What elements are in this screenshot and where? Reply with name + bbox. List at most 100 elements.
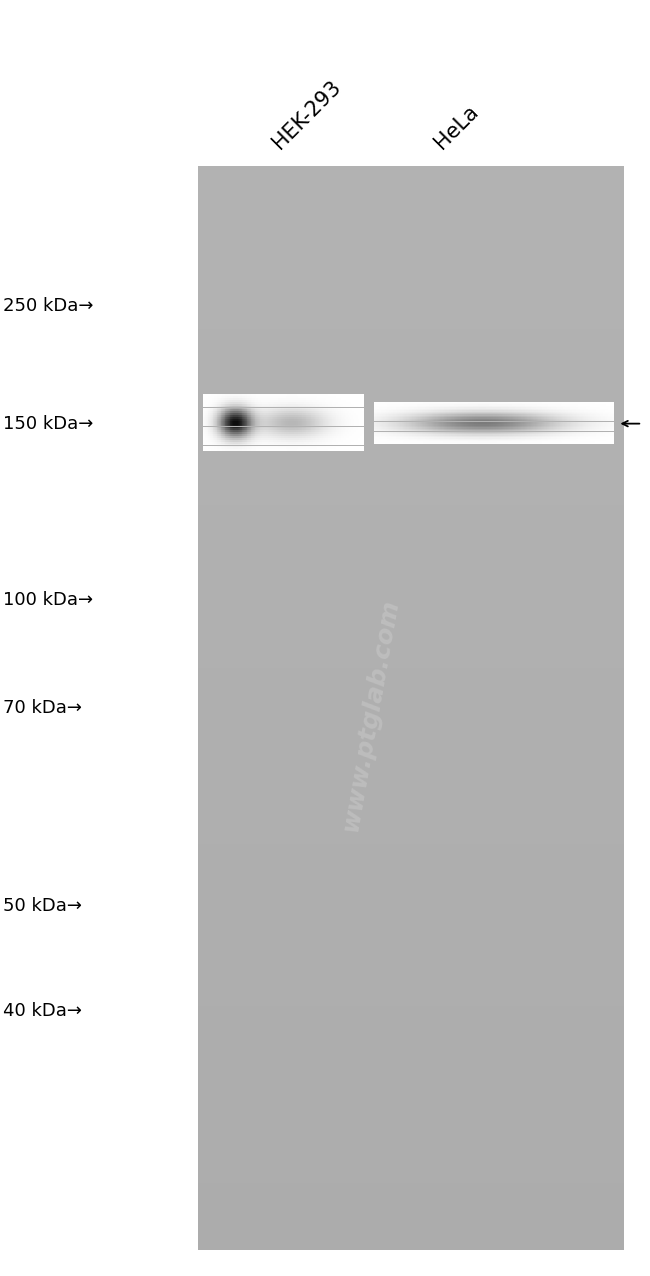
Bar (469, 427, 471, 429)
Bar (540, 413, 541, 415)
Bar (516, 417, 517, 419)
Bar (456, 434, 457, 435)
Bar (473, 434, 474, 435)
Bar (514, 404, 515, 406)
Bar (572, 420, 573, 421)
Bar (427, 421, 428, 422)
Bar (228, 421, 229, 422)
Bar (255, 449, 256, 452)
Bar (579, 412, 580, 413)
Bar (419, 441, 420, 443)
Bar (285, 434, 286, 436)
Bar (354, 429, 355, 430)
Bar (545, 422, 547, 425)
Bar (452, 434, 454, 435)
Bar (338, 422, 339, 425)
Bar (278, 394, 279, 396)
Bar (275, 441, 276, 444)
Bar (454, 420, 455, 421)
Bar (517, 406, 519, 407)
Bar (552, 407, 554, 408)
Bar (434, 422, 436, 425)
Bar (564, 443, 565, 444)
Bar (491, 417, 492, 419)
Bar (467, 434, 468, 435)
Bar (348, 394, 350, 396)
Bar (291, 398, 292, 399)
Bar (343, 426, 344, 429)
Bar (248, 434, 249, 436)
Bar (244, 406, 245, 407)
Bar (531, 433, 532, 434)
Bar (502, 438, 503, 439)
Bar (288, 440, 289, 441)
Bar (321, 417, 322, 419)
Bar (285, 415, 286, 417)
Bar (328, 445, 329, 448)
Bar (260, 441, 261, 444)
Bar (468, 438, 469, 439)
Bar (205, 441, 206, 444)
Bar (340, 434, 341, 436)
Bar (274, 434, 275, 436)
Bar (253, 403, 254, 406)
Bar (347, 403, 348, 406)
Bar (412, 421, 413, 422)
Bar (307, 394, 308, 396)
Bar (254, 407, 255, 410)
Bar (287, 402, 288, 403)
Bar (564, 415, 565, 416)
Bar (316, 426, 317, 429)
Bar (524, 403, 525, 404)
Bar (607, 417, 608, 419)
Bar (521, 422, 523, 425)
Bar (312, 422, 313, 425)
Bar (333, 429, 334, 430)
Bar (551, 404, 552, 406)
Bar (295, 396, 296, 398)
Bar (248, 425, 249, 426)
Bar (270, 415, 271, 417)
Bar (607, 422, 608, 425)
Bar (246, 441, 248, 444)
Bar (595, 408, 596, 410)
Bar (513, 415, 514, 416)
Bar (348, 415, 350, 417)
Bar (499, 441, 500, 443)
Bar (413, 430, 415, 431)
Bar (492, 417, 493, 419)
Bar (571, 413, 572, 415)
Bar (520, 439, 521, 440)
Bar (317, 449, 318, 452)
Bar (527, 431, 528, 433)
Bar (439, 407, 440, 408)
Bar (225, 433, 226, 434)
Bar (426, 443, 427, 444)
Bar (360, 413, 361, 415)
Bar (332, 444, 333, 445)
Bar (237, 445, 238, 448)
Bar (576, 406, 577, 407)
Bar (251, 407, 252, 410)
Bar (500, 436, 502, 438)
Bar (384, 420, 385, 421)
Bar (565, 440, 566, 441)
Bar (226, 445, 227, 448)
Bar (584, 406, 585, 407)
Bar (440, 403, 441, 404)
Bar (510, 443, 512, 444)
Bar (253, 394, 254, 396)
Bar (348, 436, 350, 438)
Bar (205, 415, 206, 417)
Bar (599, 434, 600, 435)
Bar (233, 421, 235, 422)
Bar (445, 430, 447, 431)
Bar (355, 398, 356, 399)
Bar (256, 415, 257, 417)
Bar (352, 407, 353, 410)
Bar (246, 429, 248, 430)
Bar (447, 420, 448, 421)
Bar (339, 398, 340, 399)
Bar (571, 406, 572, 407)
Bar (311, 430, 312, 433)
